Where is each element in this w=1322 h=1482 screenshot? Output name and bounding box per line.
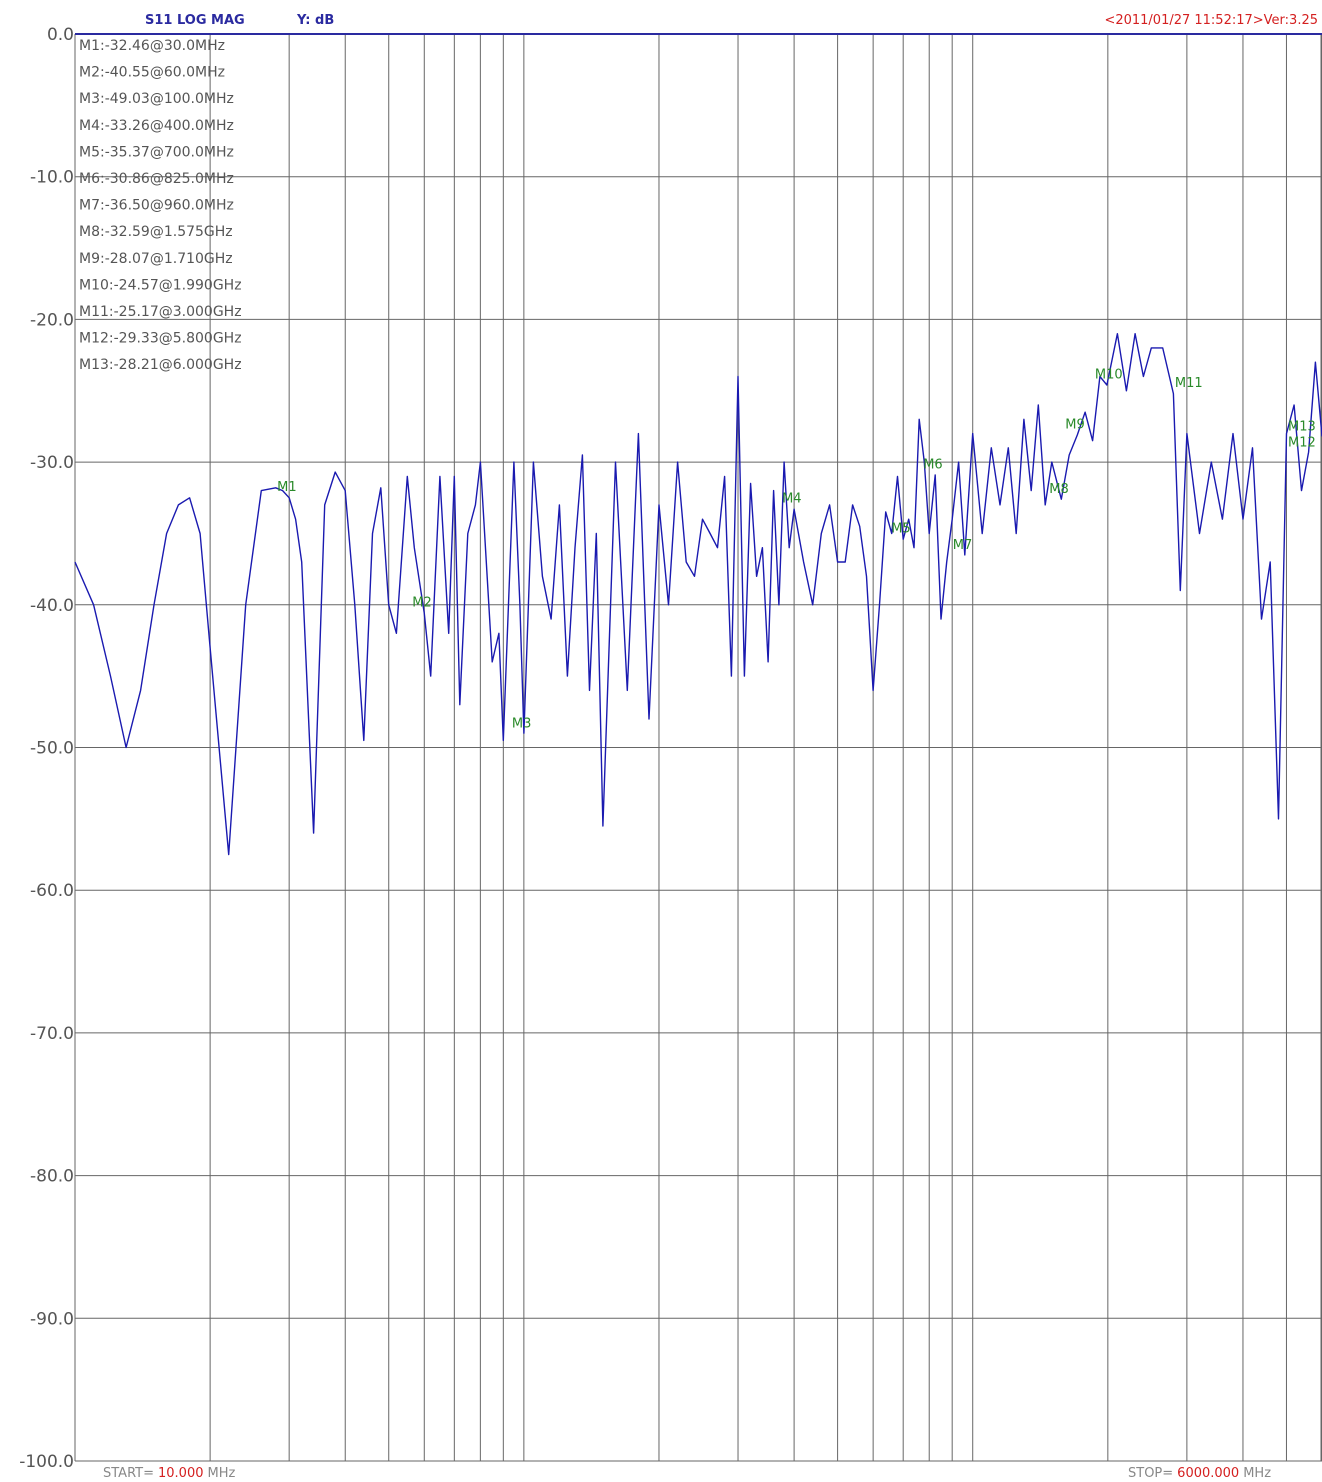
stop-label: STOP= [1128,1466,1173,1481]
y-unit-label: Y: dB [296,13,334,28]
start-value: 10.000 [158,1466,204,1481]
stop-unit: MHz [1243,1466,1271,1481]
y-tick-label: -10.0 [30,168,74,188]
y-tick-label: -100.0 [19,1452,74,1472]
marker-label-m4: M4 [782,492,802,507]
timestamp-version: <2011/01/27 11:52:17>Ver:3.25 [1104,13,1318,28]
marker-label-m13: M13 [1288,420,1316,435]
marker-label-m9: M9 [1065,418,1085,433]
marker-label-m5: M5 [891,522,911,537]
marker-label-m10: M10 [1095,368,1123,383]
marker-readout-m3: M3:-49.03@100.0MHz [79,91,234,107]
y-tick-label: -30.0 [30,453,74,473]
marker-readout-m9: M9:-28.07@1.710GHz [79,251,233,267]
marker-label-m2: M2 [412,596,432,611]
y-tick-label: -60.0 [30,881,74,901]
marker-label-m7: M7 [953,538,973,553]
marker-readout-m5: M5:-35.37@700.0MHz [79,144,234,160]
stop-value: 6000.000 [1177,1466,1239,1481]
y-tick-label: -70.0 [30,1024,74,1044]
y-tick-labels: 0.0 -10.0 -20.0 -30.0 -40.0 -50.0 -60.0 -70.0 -8… [19,25,74,1472]
chart-title: S11 LOG MAG [145,13,245,28]
marker-readout-m8: M8:-32.59@1.575GHz [79,224,233,240]
y-tick-label: -20.0 [30,310,74,330]
start-label: START= [103,1466,154,1481]
stop-frequency: STOP= 6000.000 MHz [1128,1466,1271,1481]
marker-label-m3: M3 [512,717,531,732]
y-tick-label: -80.0 [30,1167,74,1187]
marker-label-m1: M1 [277,480,297,495]
marker-label-m8: M8 [1049,482,1069,497]
s11-trace [74,333,1322,856]
marker-readout-m2: M2:-40.55@60.0MHz [79,65,225,81]
marker-readout-m11: M11:-25.17@3.000GHz [79,304,242,320]
marker-readout-m10: M10:-24.57@1.990GHz [79,277,242,293]
marker-readout-m4: M4:-33.26@400.0MHz [79,118,234,134]
marker-readout-m13: M13:-28.21@6.000GHz [79,357,242,373]
y-tick-label: -50.0 [30,739,74,759]
start-frequency: START= 10.000 MHz [103,1466,235,1481]
marker-label-m11: M11 [1175,376,1203,391]
y-tick-label: -40.0 [30,596,74,616]
marker-readout-m12: M12:-29.33@5.800GHz [79,331,242,347]
marker-readout-list: M1:-32.46@30.0MHz M2:-40.55@60.0MHz M3:-49… [79,38,242,373]
y-tick-label: -90.0 [30,1309,74,1329]
y-tick-label: 0.0 [47,25,74,45]
marker-readout-m6: M6:-30.86@825.0MHz [79,171,234,187]
marker-label-m6: M6 [923,457,943,472]
grid [74,33,1322,1462]
marker-label-m12: M12 [1288,436,1316,451]
start-unit: MHz [208,1466,236,1481]
marker-readout-m1: M1:-32.46@30.0MHz [79,38,225,54]
marker-readout-m7: M7:-36.50@960.0MHz [79,198,234,214]
